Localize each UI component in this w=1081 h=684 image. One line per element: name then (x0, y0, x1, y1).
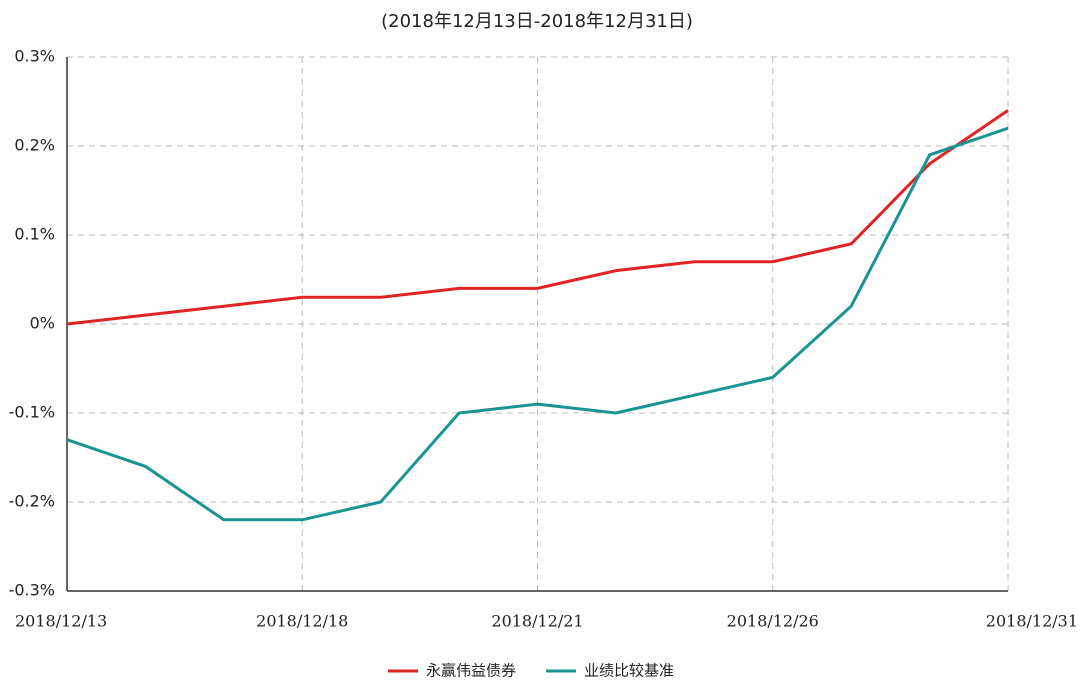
y-tick-label: -0.2% (9, 492, 55, 511)
x-tick-label: 2018/12/26 (727, 612, 819, 631)
x-tick-label: 2018/12/31 (986, 612, 1078, 631)
chart-title: (2018年12月13日-2018年12月31日) (381, 11, 693, 32)
y-tick-label: 0.3% (14, 47, 55, 66)
x-tick-label: 2018/12/13 (15, 612, 107, 631)
legend-label: 业绩比较基准 (584, 662, 674, 680)
y-tick-label: -0.3% (9, 581, 55, 600)
y-tick-label: -0.1% (9, 403, 55, 422)
y-tick-label: 0.1% (14, 225, 55, 244)
x-tick-label: 2018/12/21 (491, 612, 583, 631)
legend-label: 永赢伟益债券 (426, 662, 516, 680)
y-tick-label: 0.2% (14, 136, 55, 155)
series-line (66, 109, 1009, 326)
y-tick-label: 0% (30, 314, 55, 333)
series-line (66, 126, 1009, 522)
x-tick-label: 2018/12/18 (256, 612, 348, 631)
